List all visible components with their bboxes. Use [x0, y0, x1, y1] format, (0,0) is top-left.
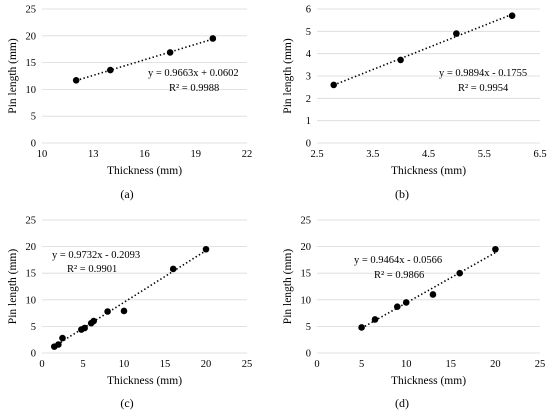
- x-tick-label: 2.5: [310, 149, 323, 160]
- trendline: [53, 249, 207, 348]
- x-tick-label: 10: [37, 149, 48, 160]
- x-axis-title: Thickness (mm): [391, 375, 466, 387]
- trendline: [361, 251, 496, 329]
- trendline: [333, 13, 513, 86]
- x-tick-label: 25: [535, 359, 546, 370]
- panel-label: (c): [120, 396, 133, 410]
- x-tick-label: 22: [242, 149, 253, 160]
- data-point: [371, 316, 379, 323]
- x-tick-label: 16: [139, 149, 150, 160]
- panel-label: (d): [395, 396, 409, 410]
- data-point: [81, 324, 88, 332]
- x-axis-title: Thickness (mm): [107, 375, 182, 387]
- x-tick-label: 15: [446, 359, 457, 370]
- x-tick-label: 6.5: [533, 149, 546, 160]
- y-tick-label: 0: [31, 349, 36, 360]
- x-tick-label: 25: [242, 359, 253, 370]
- y-tick-label: 10: [26, 295, 37, 306]
- data-point: [59, 334, 66, 342]
- data-point: [456, 269, 464, 277]
- y-tick-label: 20: [26, 242, 37, 253]
- y-tick-label: 2: [306, 94, 311, 105]
- y-tick-label: 20: [26, 31, 37, 42]
- y-tick-label: 5: [306, 322, 311, 333]
- y-tick-label: 1: [306, 116, 311, 127]
- x-axis-title: Thickness (mm): [107, 165, 182, 177]
- y-tick-label: 0: [306, 139, 311, 150]
- x-tick-label: 0: [39, 359, 44, 370]
- x-tick-label: 19: [191, 149, 202, 160]
- y-axis-title: Pin length (mm): [7, 249, 19, 325]
- data-point: [107, 66, 114, 74]
- data-point: [209, 35, 217, 42]
- y-axis-title: Pin length (mm): [282, 249, 294, 325]
- chart-panel: 0 1 2 3 4 5 6 2.5 3.5 4.5 5.5 6.5 y = 0.9894x - 0.17…: [282, 5, 547, 202]
- y-tick-label: 0: [306, 349, 311, 360]
- data-point: [202, 245, 210, 253]
- data-point: [429, 291, 437, 298]
- r-squared-label: R² = 0.9988: [169, 83, 219, 94]
- y-tick-label: 15: [301, 269, 312, 280]
- data-point: [166, 49, 174, 56]
- data-point: [393, 303, 401, 311]
- trendline-equation: y = 0.9464x - 0.0566: [354, 255, 442, 266]
- data-point: [72, 76, 80, 84]
- y-axis-title: Pin length (mm): [7, 38, 19, 114]
- trendline-equation: y = 0.9663x + 0.0602: [148, 68, 239, 79]
- trendline-equation: y = 0.9732x - 0.2093: [52, 250, 140, 261]
- chart-panel: 0 5 10 15 20 25 0 5 10 15 20 25 y = 0.9464x - 0.0566…: [282, 216, 545, 411]
- x-tick-label: 10: [119, 359, 130, 370]
- data-point: [55, 341, 62, 348]
- x-tick-label: 5.5: [478, 149, 491, 160]
- y-tick-label: 10: [26, 85, 37, 96]
- data-point: [120, 307, 128, 315]
- trendline: [75, 38, 214, 82]
- data-point: [104, 308, 111, 315]
- x-tick-label: 5: [80, 359, 85, 370]
- chart-panel: 0 5 10 15 20 25 0 5 10 15 20 25 y = 0.9732x - 0.2093…: [7, 216, 252, 411]
- y-tick-label: 25: [301, 216, 312, 227]
- x-tick-label: 13: [88, 149, 99, 160]
- r-squared-label: R² = 0.9954: [458, 83, 509, 94]
- x-tick-label: 20: [490, 359, 501, 370]
- data-point: [169, 265, 177, 273]
- x-axis-title: Thickness (mm): [391, 165, 466, 177]
- y-tick-label: 3: [306, 72, 311, 83]
- y-tick-label: 25: [26, 5, 37, 16]
- data-point: [397, 56, 404, 64]
- chart-panel: 0 5 10 15 20 25 10 13 16 19 22 y = 0.9663x + 0.0602…: [7, 5, 252, 202]
- r-squared-label: R² = 0.9901: [67, 264, 117, 275]
- y-tick-label: 15: [26, 269, 37, 280]
- x-tick-label: 20: [201, 359, 212, 370]
- y-tick-label: 15: [26, 58, 37, 69]
- y-axis-title: Pin length (mm): [282, 38, 294, 114]
- y-tick-label: 6: [306, 5, 311, 16]
- y-tick-label: 25: [26, 216, 37, 227]
- y-tick-label: 20: [301, 242, 312, 253]
- x-tick-label: 5: [359, 359, 364, 370]
- y-tick-label: 5: [31, 112, 36, 123]
- data-point: [453, 30, 460, 37]
- x-tick-label: 3.5: [366, 149, 379, 160]
- panel-label: (b): [395, 187, 409, 201]
- data-point: [358, 324, 365, 331]
- data-point: [492, 245, 499, 253]
- x-tick-label: 4.5: [422, 149, 435, 160]
- data-point: [508, 12, 516, 19]
- x-tick-label: 15: [160, 359, 171, 370]
- y-tick-label: 10: [301, 295, 312, 306]
- y-tick-label: 5: [306, 27, 311, 38]
- x-tick-label: 0: [314, 359, 319, 370]
- trendline-equation: y = 0.9894x - 0.1755: [439, 68, 527, 79]
- y-tick-label: 4: [306, 49, 312, 60]
- x-tick-label: 10: [401, 359, 412, 370]
- y-tick-label: 0: [31, 139, 36, 150]
- data-point: [90, 317, 97, 325]
- r-squared-label: R² = 0.9866: [374, 270, 424, 281]
- data-point: [402, 299, 410, 306]
- panel-label: (a): [120, 187, 133, 201]
- data-point: [330, 81, 338, 89]
- y-tick-label: 5: [31, 322, 36, 333]
